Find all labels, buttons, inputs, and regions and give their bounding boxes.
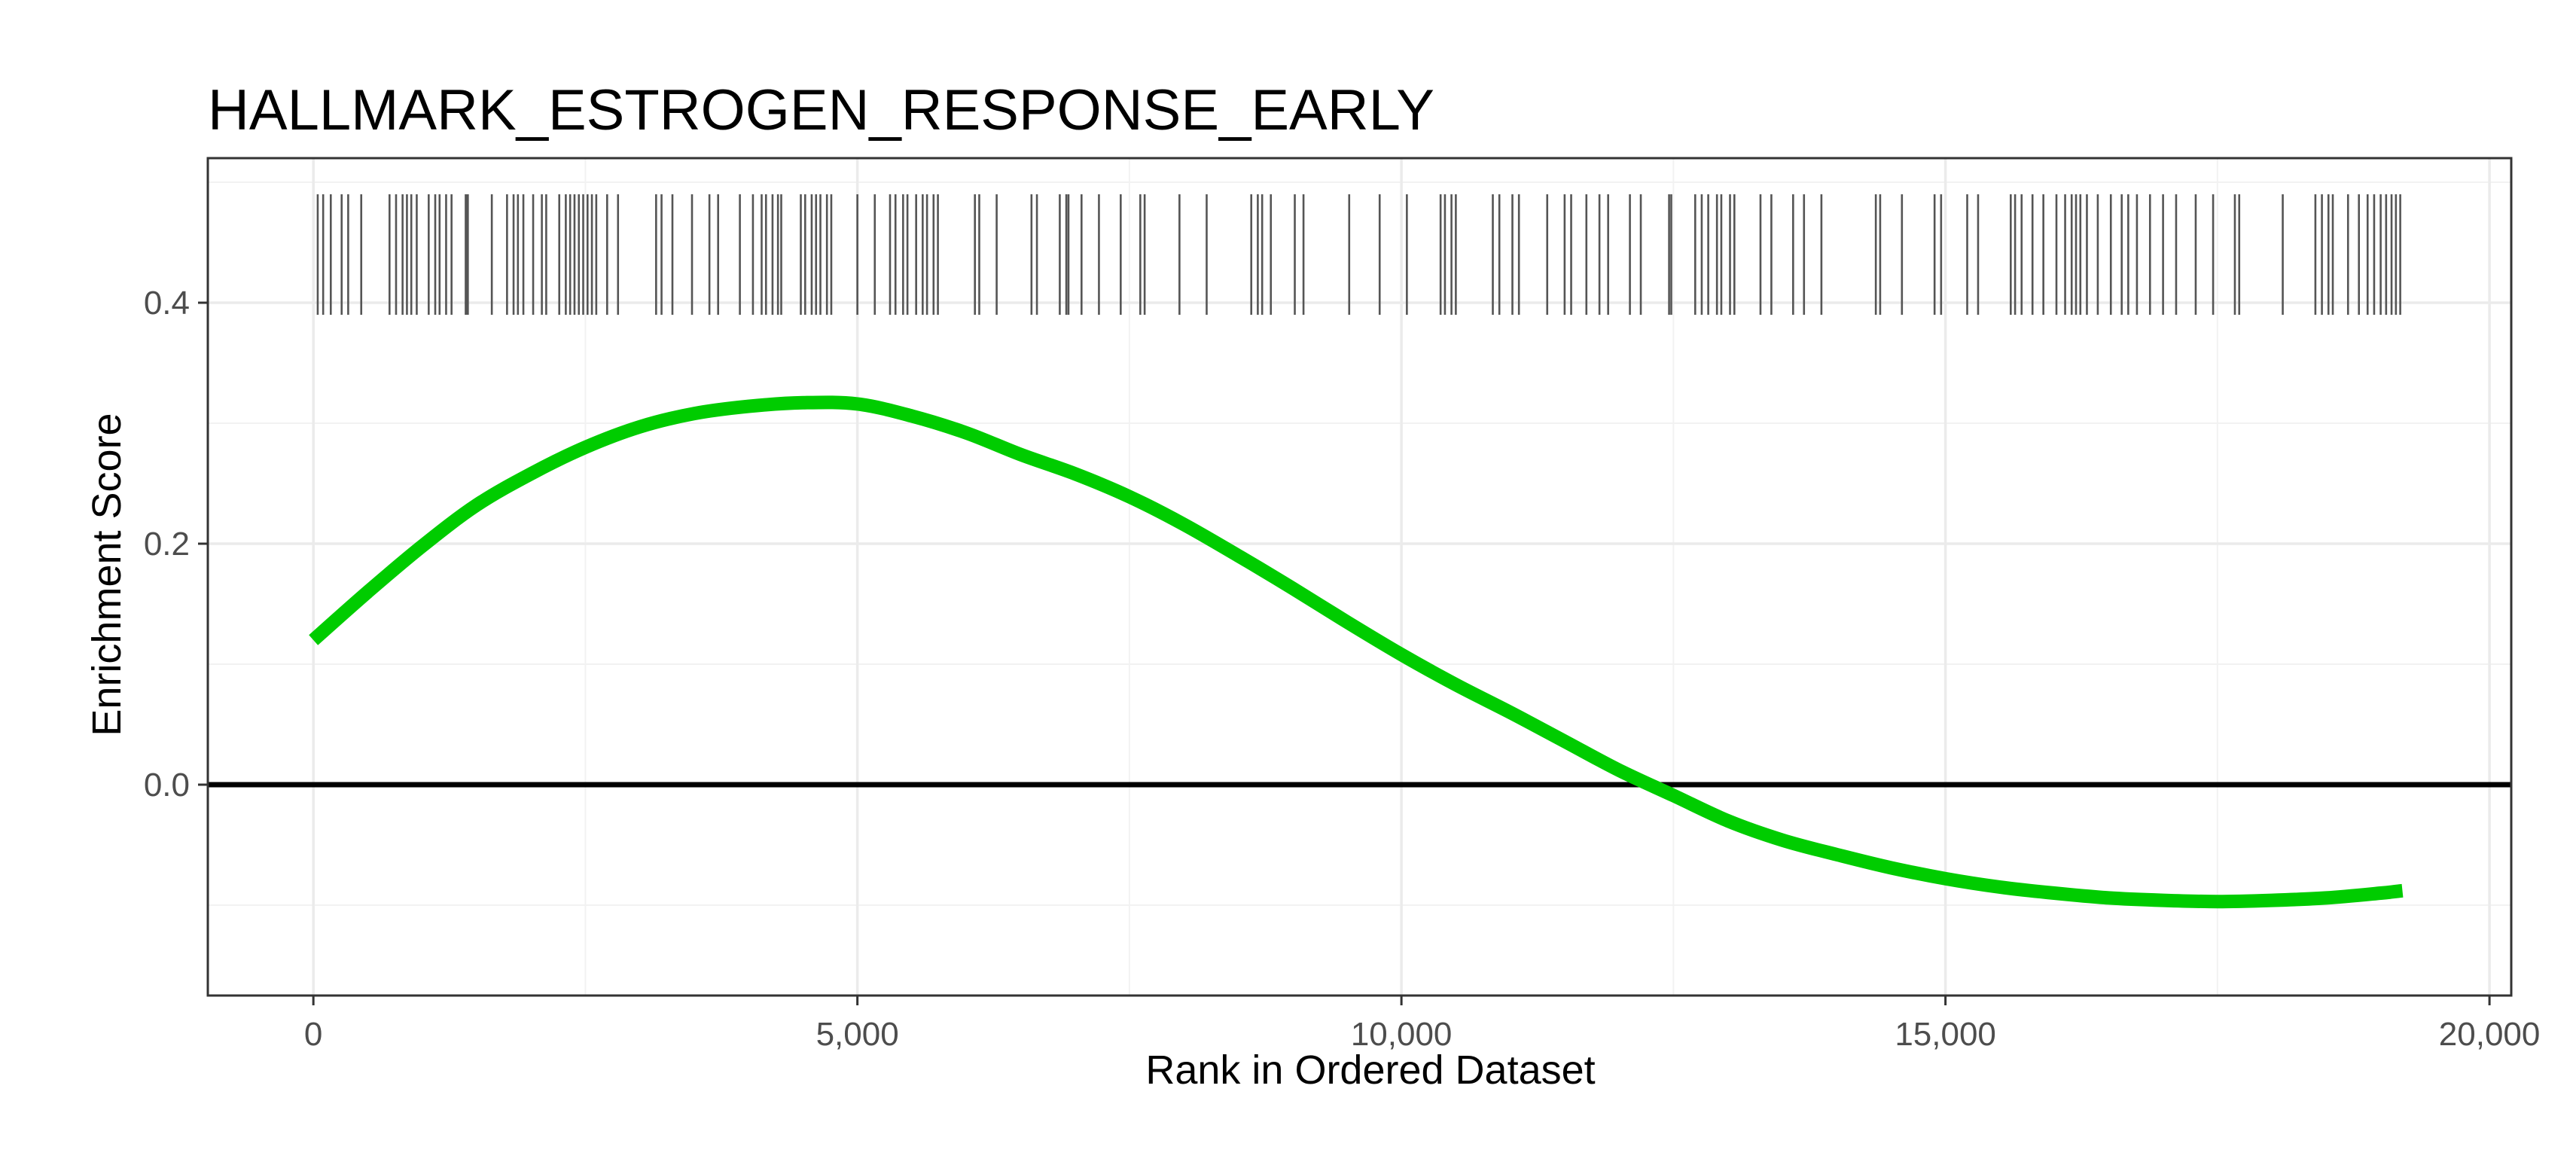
x-tick-label: 0 [304,1016,322,1053]
chart-title: HALLMARK_ESTROGEN_RESPONSE_EARLY [208,78,1434,142]
enrichment-score-curve [309,395,2404,909]
y-axis-title: Enrichment Score [84,413,130,736]
y-tick-label: 0.2 [144,526,190,563]
plot-grid [208,158,2511,996]
x-axis-title: Rank in Ordered Dataset [1145,1047,1595,1093]
y-tick-label: 0.4 [144,285,190,322]
y-axis: 0.0 0.2 0.4 [144,285,208,804]
y-tick-label: 0.0 [144,767,190,804]
x-tick-label: 20,000 [2439,1016,2541,1053]
x-tick-label: 10,000 [1351,1016,1453,1053]
x-tick-label: 15,000 [1895,1016,1996,1053]
x-tick-label: 5,000 [816,1016,899,1053]
x-axis: 0 5,000 10,000 15,000 20,000 [304,996,2540,1053]
plot-panel-border [206,157,2513,997]
gene-hit-ticks [316,194,2401,315]
